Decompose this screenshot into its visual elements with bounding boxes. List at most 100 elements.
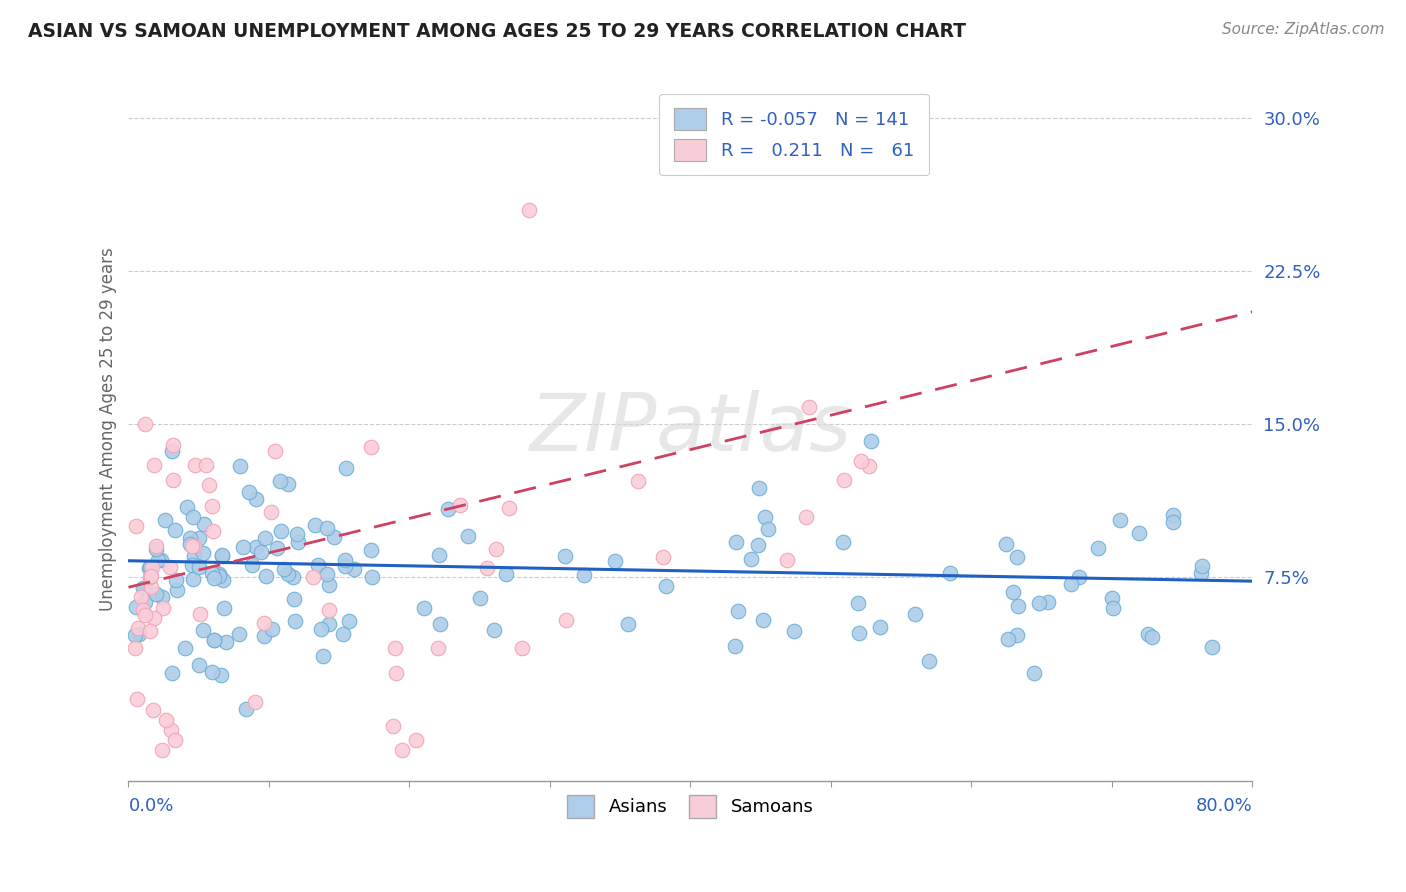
- Point: [776, 553, 799, 567]
- Point: [142, 703, 165, 717]
- Point: [208, 569, 231, 583]
- Point: [285, 526, 308, 541]
- Point: [603, 554, 626, 568]
- Point: [1005, 628, 1028, 642]
- Point: [163, 523, 186, 537]
- Point: [211, 549, 233, 564]
- Point: [754, 510, 776, 524]
- Point: [139, 624, 162, 639]
- Point: [627, 475, 650, 489]
- Point: [202, 571, 225, 585]
- Point: [316, 567, 339, 582]
- Point: [343, 562, 366, 576]
- Point: [482, 623, 505, 637]
- Point: [1201, 640, 1223, 654]
- Point: [128, 627, 150, 641]
- Point: [382, 719, 405, 733]
- Point: [179, 531, 201, 545]
- Point: [1001, 584, 1024, 599]
- Point: [384, 665, 406, 680]
- Text: ASIAN VS SAMOAN UNEMPLOYMENT AMONG AGES 25 TO 29 YEARS CORRELATION CHART: ASIAN VS SAMOAN UNEMPLOYMENT AMONG AGES …: [28, 22, 966, 41]
- Text: ZIPatlas: ZIPatlas: [529, 390, 852, 468]
- Point: [152, 590, 174, 604]
- Point: [125, 599, 148, 614]
- Point: [904, 607, 927, 621]
- Point: [198, 478, 221, 492]
- Point: [250, 545, 273, 559]
- Point: [1189, 566, 1212, 581]
- Point: [202, 633, 225, 648]
- Point: [159, 723, 181, 737]
- Legend: Asians, Samoans: Asians, Samoans: [560, 789, 821, 825]
- Point: [160, 665, 183, 680]
- Point: [191, 546, 214, 560]
- Point: [360, 543, 382, 558]
- Point: [318, 578, 340, 592]
- Point: [797, 400, 820, 414]
- Point: [652, 550, 675, 565]
- Point: [475, 560, 498, 574]
- Point: [315, 521, 337, 535]
- Point: [273, 562, 295, 576]
- Point: [724, 639, 747, 653]
- Point: [449, 498, 471, 512]
- Point: [858, 458, 880, 473]
- Point: [254, 569, 277, 583]
- Point: [188, 560, 211, 574]
- Point: [860, 434, 883, 448]
- Point: [180, 558, 202, 572]
- Point: [360, 440, 382, 454]
- Point: [124, 628, 146, 642]
- Point: [201, 665, 224, 680]
- Point: [245, 540, 267, 554]
- Point: [429, 616, 451, 631]
- Point: [127, 621, 149, 635]
- Point: [277, 477, 299, 491]
- Point: [211, 548, 233, 562]
- Point: [145, 587, 167, 601]
- Point: [997, 632, 1019, 647]
- Point: [555, 613, 578, 627]
- Text: 0.0%: 0.0%: [128, 797, 174, 815]
- Point: [142, 611, 165, 625]
- Point: [1069, 570, 1091, 584]
- Point: [727, 603, 749, 617]
- Point: [232, 540, 254, 554]
- Point: [138, 570, 160, 584]
- Point: [617, 617, 640, 632]
- Point: [287, 534, 309, 549]
- Point: [751, 613, 773, 627]
- Point: [794, 510, 817, 524]
- Point: [740, 552, 762, 566]
- Point: [283, 592, 305, 607]
- Point: [134, 417, 156, 431]
- Point: [181, 572, 204, 586]
- Point: [202, 524, 225, 538]
- Point: [166, 583, 188, 598]
- Point: [756, 522, 779, 536]
- Point: [1101, 591, 1123, 605]
- Point: [304, 518, 326, 533]
- Point: [1109, 513, 1132, 527]
- Point: [747, 538, 769, 552]
- Point: [307, 558, 329, 573]
- Point: [179, 537, 201, 551]
- Point: [412, 601, 434, 615]
- Point: [485, 542, 508, 557]
- Point: [918, 654, 941, 668]
- Point: [188, 607, 211, 621]
- Point: [332, 626, 354, 640]
- Point: [202, 632, 225, 647]
- Point: [127, 692, 149, 706]
- Point: [318, 617, 340, 632]
- Point: [252, 629, 274, 643]
- Point: [145, 540, 167, 554]
- Point: [1128, 526, 1150, 541]
- Point: [1007, 599, 1029, 613]
- Point: [131, 591, 153, 605]
- Point: [1161, 515, 1184, 529]
- Point: [188, 531, 211, 545]
- Point: [228, 626, 250, 640]
- Point: [145, 541, 167, 556]
- Text: 80.0%: 80.0%: [1195, 797, 1253, 815]
